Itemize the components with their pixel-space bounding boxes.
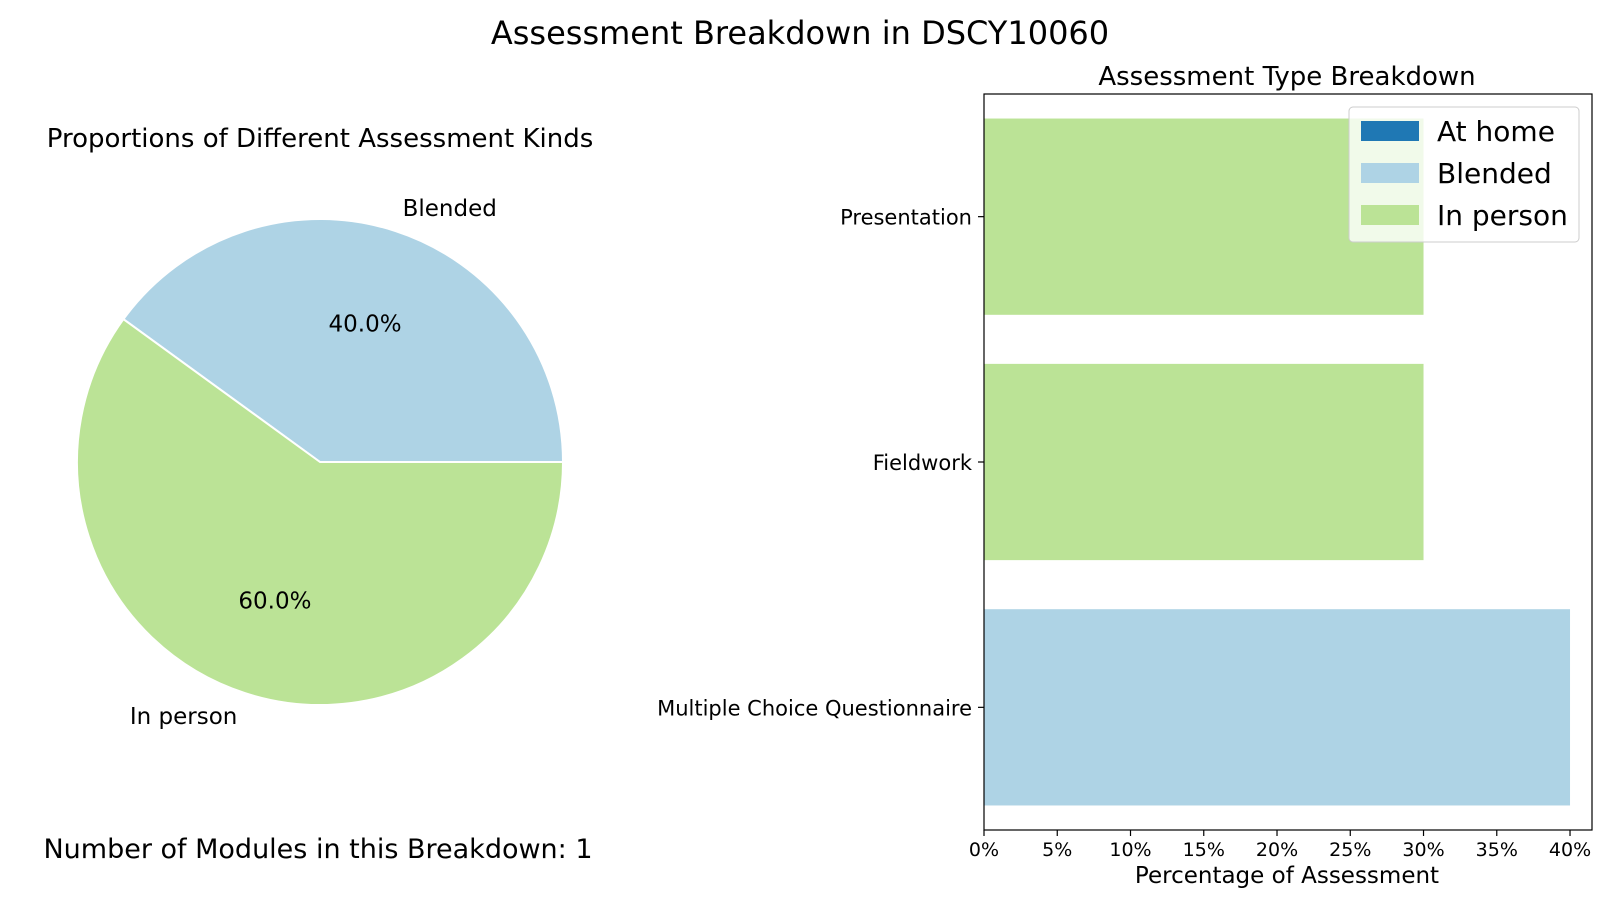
legend-swatch-in-person	[1361, 205, 1419, 225]
x-tick-label-0: 0%	[969, 839, 999, 861]
legend-label-at-home: At home	[1437, 115, 1555, 148]
x-tick-label-5: 5%	[1042, 839, 1072, 861]
figure-suptitle: Assessment Breakdown in DSCY10060	[491, 14, 1109, 52]
legend-swatch-at-home	[1361, 121, 1419, 141]
bar-title: Assessment Type Breakdown	[1098, 62, 1475, 92]
x-tick-label-30: 30%	[1402, 839, 1444, 861]
pie-pct-blended: 40.0%	[329, 311, 402, 337]
y-tick-label-fieldwork: Fieldwork	[873, 451, 973, 475]
x-tick-label-10: 10%	[1109, 839, 1151, 861]
legend-swatch-blended	[1361, 163, 1419, 183]
bar-chart: Assessment Type Breakdown Percentage of …	[657, 62, 1593, 889]
bar-legend: At home Blended In person	[1348, 106, 1580, 243]
pie-label-in-person: In person	[130, 704, 238, 730]
x-tick-label-20: 20%	[1256, 839, 1298, 861]
x-tick-label-15: 15%	[1183, 839, 1225, 861]
x-tick-label-35: 35%	[1476, 839, 1518, 861]
legend-label-in-person: In person	[1437, 199, 1568, 232]
x-tick-label-25: 25%	[1329, 839, 1371, 861]
bar-fieldwork	[984, 363, 1424, 561]
x-tick-label-40: 40%	[1549, 839, 1591, 861]
y-tick-label-multiple-choice-questionnaire: Multiple Choice Questionnaire	[657, 696, 972, 720]
pie-title: Proportions of Different Assessment Kind…	[47, 124, 594, 154]
pie-chart: Proportions of Different Assessment Kind…	[47, 124, 594, 730]
bar-xlabel: Percentage of Assessment	[1135, 863, 1439, 889]
legend-label-blended: Blended	[1437, 157, 1552, 190]
pie-pct-in-person: 60.0%	[238, 589, 311, 615]
pie-slice-blended	[122, 218, 565, 463]
bar-multiple-choice-questionnaire	[984, 609, 1571, 806]
pie-label-blended: Blended	[403, 196, 497, 222]
modules-count-note: Number of Modules in this Breakdown: 1	[43, 834, 592, 865]
pie-slice-in-person	[76, 317, 565, 706]
y-tick-label-presentation: Presentation	[840, 206, 972, 230]
